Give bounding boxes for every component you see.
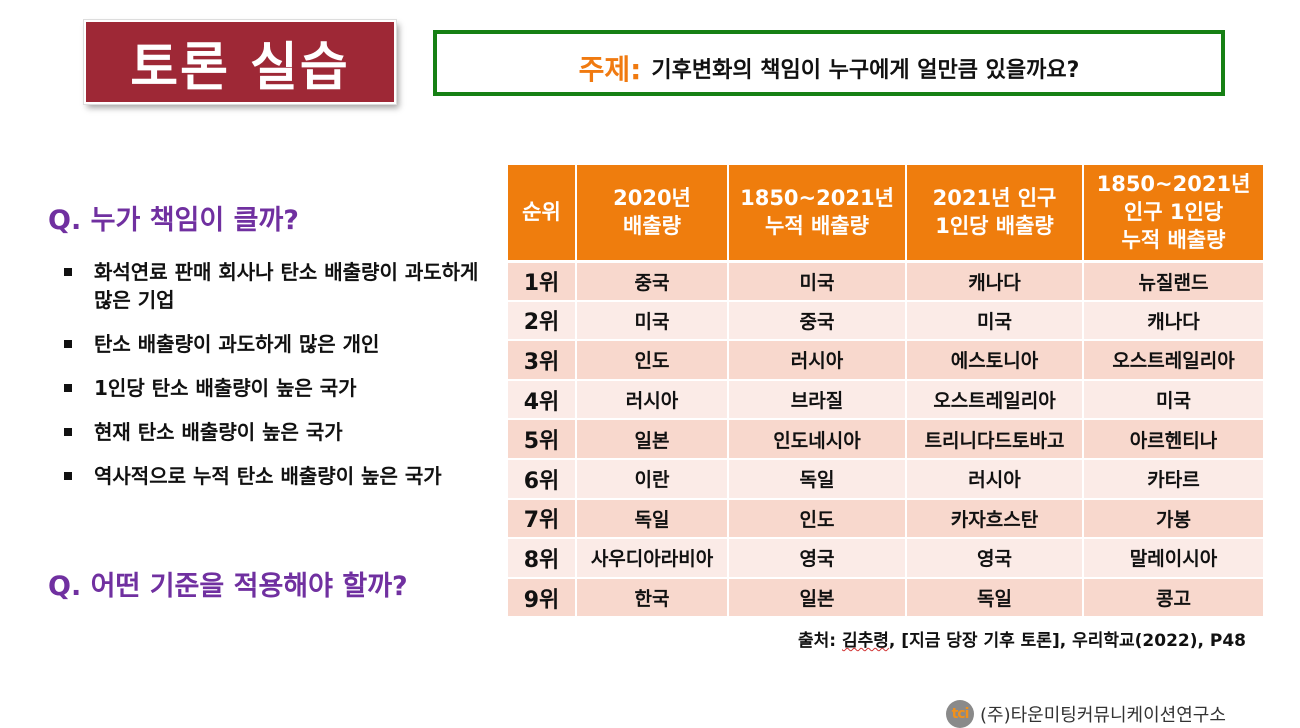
country-cell: 한국 (576, 577, 729, 619)
company-logo-icon: tci (946, 700, 974, 728)
country-cell: 인도네시아 (728, 419, 907, 460)
country-cell: 오스트레일리아 (1083, 340, 1263, 381)
country-cell: 독일 (576, 498, 729, 540)
square-bullet-icon (64, 268, 72, 276)
rank-cell: 1위 (508, 261, 577, 302)
country-cell: 일본 (728, 577, 907, 619)
square-bullet-icon (64, 428, 72, 436)
bullet-item: 1인당 탄소 배출량이 높은 국가 (62, 374, 502, 402)
footer-branding: tci (주)타운미팅커뮤니케이션연구소 (946, 700, 1226, 728)
bullet-item: 탄소 배출량이 과도하게 많은 개인 (62, 330, 502, 358)
country-cell: 사우디아라비아 (576, 538, 729, 579)
column-header: 2020년 배출량 (576, 165, 729, 263)
company-name: (주)타운미팅커뮤니케이션연구소 (980, 705, 1226, 726)
country-cell: 트리니다드토바고 (906, 419, 1084, 460)
country-cell: 에스토니아 (906, 340, 1084, 381)
bullet-item: 화석연료 판매 회사나 탄소 배출량이 과도하게 많은 기업 (62, 258, 502, 314)
country-cell: 러시아 (576, 379, 729, 421)
country-cell: 독일 (906, 577, 1084, 619)
rank-cell: 8위 (508, 538, 577, 579)
topic-label: 주제: (578, 53, 642, 86)
bullet-item: 현재 탄소 배출량이 높은 국가 (62, 418, 502, 446)
slide-title: 토론 실습 (83, 19, 397, 105)
country-cell: 일본 (576, 419, 729, 460)
table-row: 3위 인도 러시아 에스토니아 오스트레일리아 (508, 340, 1263, 381)
country-cell: 중국 (576, 261, 729, 302)
topic-text: 기후변화의 책임이 누구에게 얼만큼 있을까요? (651, 58, 1080, 83)
country-cell: 미국 (906, 300, 1084, 342)
table-row: 1위 중국 미국 캐나다 뉴질랜드 (508, 261, 1263, 302)
country-cell: 캐나다 (1083, 300, 1263, 342)
column-header: 1850~2021년 인구 1인당 누적 배출량 (1083, 165, 1263, 263)
country-cell: 영국 (906, 538, 1084, 579)
topic-box: 주제: 기후변화의 책임이 누구에게 얼만큼 있을까요? (433, 30, 1225, 96)
country-cell: 카자흐스탄 (906, 498, 1084, 540)
country-cell: 러시아 (728, 340, 907, 381)
country-cell: 미국 (1083, 379, 1263, 421)
rank-cell: 2위 (508, 300, 577, 342)
table-row: 4위 러시아 브라질 오스트레일리아 미국 (508, 379, 1263, 421)
country-cell: 미국 (728, 261, 907, 302)
country-cell: 영국 (728, 538, 907, 579)
country-cell: 러시아 (906, 458, 1084, 500)
column-header: 순위 (508, 165, 577, 263)
table-header-row: 순위 2020년 배출량 1850~2021년 누적 배출량 2021년 인구 1인당… (508, 165, 1263, 263)
rank-cell: 6위 (508, 458, 577, 500)
square-bullet-icon (64, 384, 72, 392)
square-bullet-icon (64, 340, 72, 348)
rank-cell: 4위 (508, 379, 577, 421)
country-cell: 이란 (576, 458, 729, 500)
country-cell: 가봉 (1083, 498, 1263, 540)
country-cell: 오스트레일리아 (906, 379, 1084, 421)
question-which-criteria: Q. 어떤 기준을 적용해야 할까? (48, 571, 408, 602)
table-row: 7위 독일 인도 카자흐스탄 가봉 (508, 498, 1263, 540)
question-who-responsible: Q. 누가 책임이 클까? (48, 205, 299, 236)
column-header: 1850~2021년 누적 배출량 (728, 165, 907, 263)
table-row: 8위 사우디아라비아 영국 영국 말레이시아 (508, 538, 1263, 579)
rank-cell: 5위 (508, 419, 577, 460)
rank-cell: 3위 (508, 340, 577, 381)
country-cell: 뉴질랜드 (1083, 261, 1263, 302)
source-citation: 출처: 김추령, [지금 당장 기후 토론], 우리학교(2022), P48 (798, 631, 1246, 651)
emissions-ranking-table: 순위 2020년 배출량 1850~2021년 누적 배출량 2021년 인구 1인당… (508, 165, 1263, 619)
country-cell: 카타르 (1083, 458, 1263, 500)
rank-cell: 9위 (508, 577, 577, 619)
country-cell: 인도 (728, 498, 907, 540)
table-row: 9위 한국 일본 독일 콩고 (508, 577, 1263, 619)
country-cell: 아르헨티나 (1083, 419, 1263, 460)
country-cell: 미국 (576, 300, 729, 342)
country-cell: 중국 (728, 300, 907, 342)
table-row: 5위 일본 인도네시아 트리니다드토바고 아르헨티나 (508, 419, 1263, 460)
rank-cell: 7위 (508, 498, 577, 540)
table-row: 2위 미국 중국 미국 캐나다 (508, 300, 1263, 342)
country-cell: 콩고 (1083, 577, 1263, 619)
bullet-item: 역사적으로 누적 탄소 배출량이 높은 국가 (62, 462, 502, 490)
country-cell: 말레이시아 (1083, 538, 1263, 579)
table-row: 6위 이란 독일 러시아 카타르 (508, 458, 1263, 500)
column-header: 2021년 인구 1인당 배출량 (906, 165, 1084, 263)
square-bullet-icon (64, 472, 72, 480)
bullet-list: 화석연료 판매 회사나 탄소 배출량이 과도하게 많은 기업 탄소 배출량이 과… (62, 258, 502, 506)
country-cell: 독일 (728, 458, 907, 500)
source-author: 김추령 (842, 631, 889, 651)
country-cell: 브라질 (728, 379, 907, 421)
country-cell: 인도 (576, 340, 729, 381)
country-cell: 캐나다 (906, 261, 1084, 302)
